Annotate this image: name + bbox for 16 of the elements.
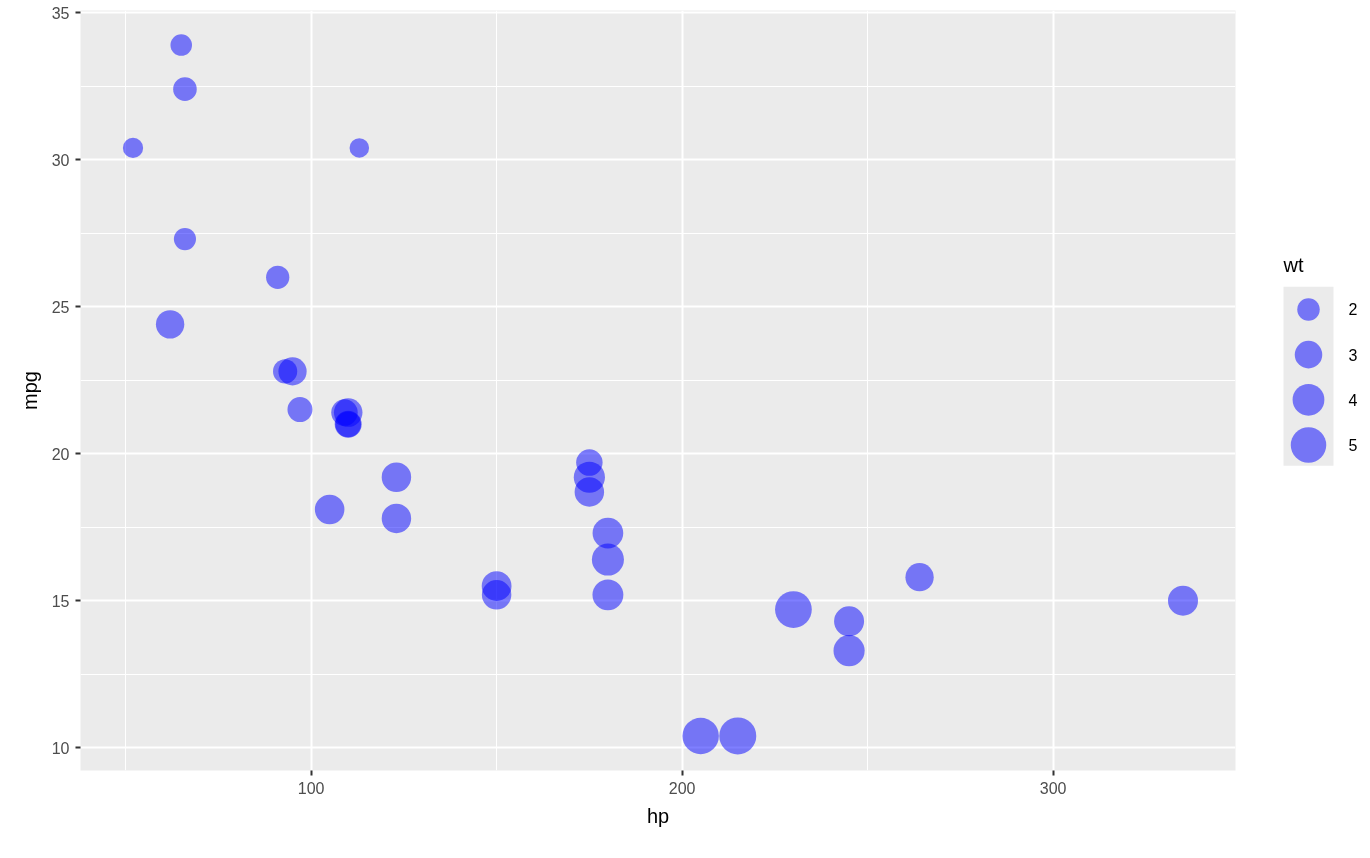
legend-title: wt — [1282, 254, 1304, 277]
x-axis-title: hp — [646, 804, 670, 827]
y-tick-label: 20 — [51, 445, 70, 463]
legend-label: 5 — [1348, 436, 1358, 454]
y-tick-label: 10 — [51, 739, 70, 757]
y-axis-title: mpg — [18, 371, 41, 410]
legend-label: 2 — [1348, 301, 1358, 319]
legend-label: 3 — [1348, 346, 1358, 364]
y-tick-label: 25 — [51, 298, 70, 316]
y-tick-label: 35 — [51, 4, 70, 22]
x-tick-label: 300 — [1039, 779, 1067, 797]
y-tick-label: 15 — [51, 592, 70, 610]
x-tick-label: 100 — [297, 779, 325, 797]
y-tick-label: 30 — [51, 151, 70, 169]
legend-label: 4 — [1348, 391, 1358, 409]
x-tick-label: 200 — [668, 779, 696, 797]
